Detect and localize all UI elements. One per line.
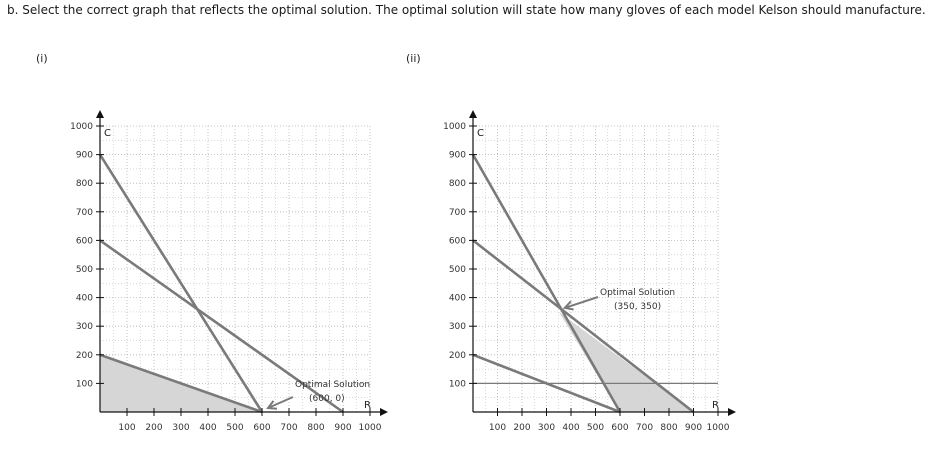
x-tick-label: 800 <box>307 423 324 433</box>
grid <box>100 125 371 412</box>
x-tick-label: 1000 <box>707 423 730 433</box>
x-tick-label: 600 <box>253 423 270 433</box>
y-tick-label: 600 <box>76 236 93 246</box>
x-tick-label: 700 <box>636 423 653 433</box>
y-tick-label: 100 <box>449 379 466 389</box>
x-tick-label: 100 <box>489 423 506 433</box>
y-axis-arrow <box>469 110 477 118</box>
x-tick-label: 400 <box>199 423 216 433</box>
y-tick-label: 600 <box>449 236 466 246</box>
x-axis-arrow <box>380 408 388 416</box>
y-tick-label: 900 <box>449 151 466 161</box>
x-tick-label: 300 <box>172 423 189 433</box>
y-tick-label: 700 <box>76 208 93 218</box>
y-tick-label: 100 <box>76 379 93 389</box>
y-tick-label: 800 <box>449 179 466 189</box>
y-axis-label: C <box>104 128 111 139</box>
annotation-arrow <box>267 396 294 409</box>
question-text: b. Select the correct graph that reflect… <box>7 3 926 17</box>
x-tick-label: 100 <box>118 423 135 433</box>
x-tick-label: 300 <box>538 423 555 433</box>
annotation-title: Optimal Solution <box>600 288 675 298</box>
x-tick-label: 400 <box>562 423 579 433</box>
y-tick-label: 300 <box>449 322 466 332</box>
y-tick-label: 500 <box>449 265 466 275</box>
x-axis-label: R <box>712 400 719 411</box>
x-tick-label: 200 <box>145 423 162 433</box>
y-tick-label: 200 <box>449 351 466 361</box>
annotation-arrow <box>564 296 599 309</box>
x-axis-arrow <box>728 408 736 416</box>
constraint-line <box>99 353 263 414</box>
y-tick-label: 200 <box>76 351 93 361</box>
annotation-arrowhead <box>266 400 278 410</box>
y-tick-label: 400 <box>76 294 93 304</box>
y-tick-label: 1000 <box>443 122 466 132</box>
y-tick-label: 800 <box>76 179 93 189</box>
x-tick-label: 600 <box>611 423 628 433</box>
constraint-line <box>99 239 344 414</box>
constraint-line <box>471 153 622 413</box>
x-tick-label: 800 <box>660 423 677 433</box>
x-tick-label: 500 <box>587 423 604 433</box>
y-tick-label: 900 <box>76 151 93 161</box>
constraint-line <box>98 153 264 413</box>
annotation-arrowhead <box>562 300 574 311</box>
x-tick-label: 200 <box>513 423 530 433</box>
x-tick-label: 900 <box>334 423 351 433</box>
option-ii-label[interactable]: (ii) <box>406 52 421 65</box>
y-tick-label: 1000 <box>70 122 93 132</box>
annotation-value: (600, 0) <box>309 394 345 404</box>
option-i-label[interactable]: (i) <box>36 52 48 65</box>
x-tick-label: 1000 <box>359 423 382 433</box>
x-tick-label: 500 <box>226 423 243 433</box>
annotation-value: (350, 350) <box>614 302 661 312</box>
y-tick-label: 400 <box>449 294 466 304</box>
y-tick-label: 700 <box>449 208 466 218</box>
x-axis-label: R <box>364 400 371 411</box>
annotation-title: Optimal Solution <box>295 380 370 390</box>
x-tick-label: 900 <box>685 423 702 433</box>
y-tick-label: 500 <box>76 265 93 275</box>
y-axis-label: C <box>477 128 484 139</box>
y-axis-arrow <box>96 110 104 118</box>
y-tick-label: 300 <box>76 322 93 332</box>
x-tick-label: 700 <box>280 423 297 433</box>
